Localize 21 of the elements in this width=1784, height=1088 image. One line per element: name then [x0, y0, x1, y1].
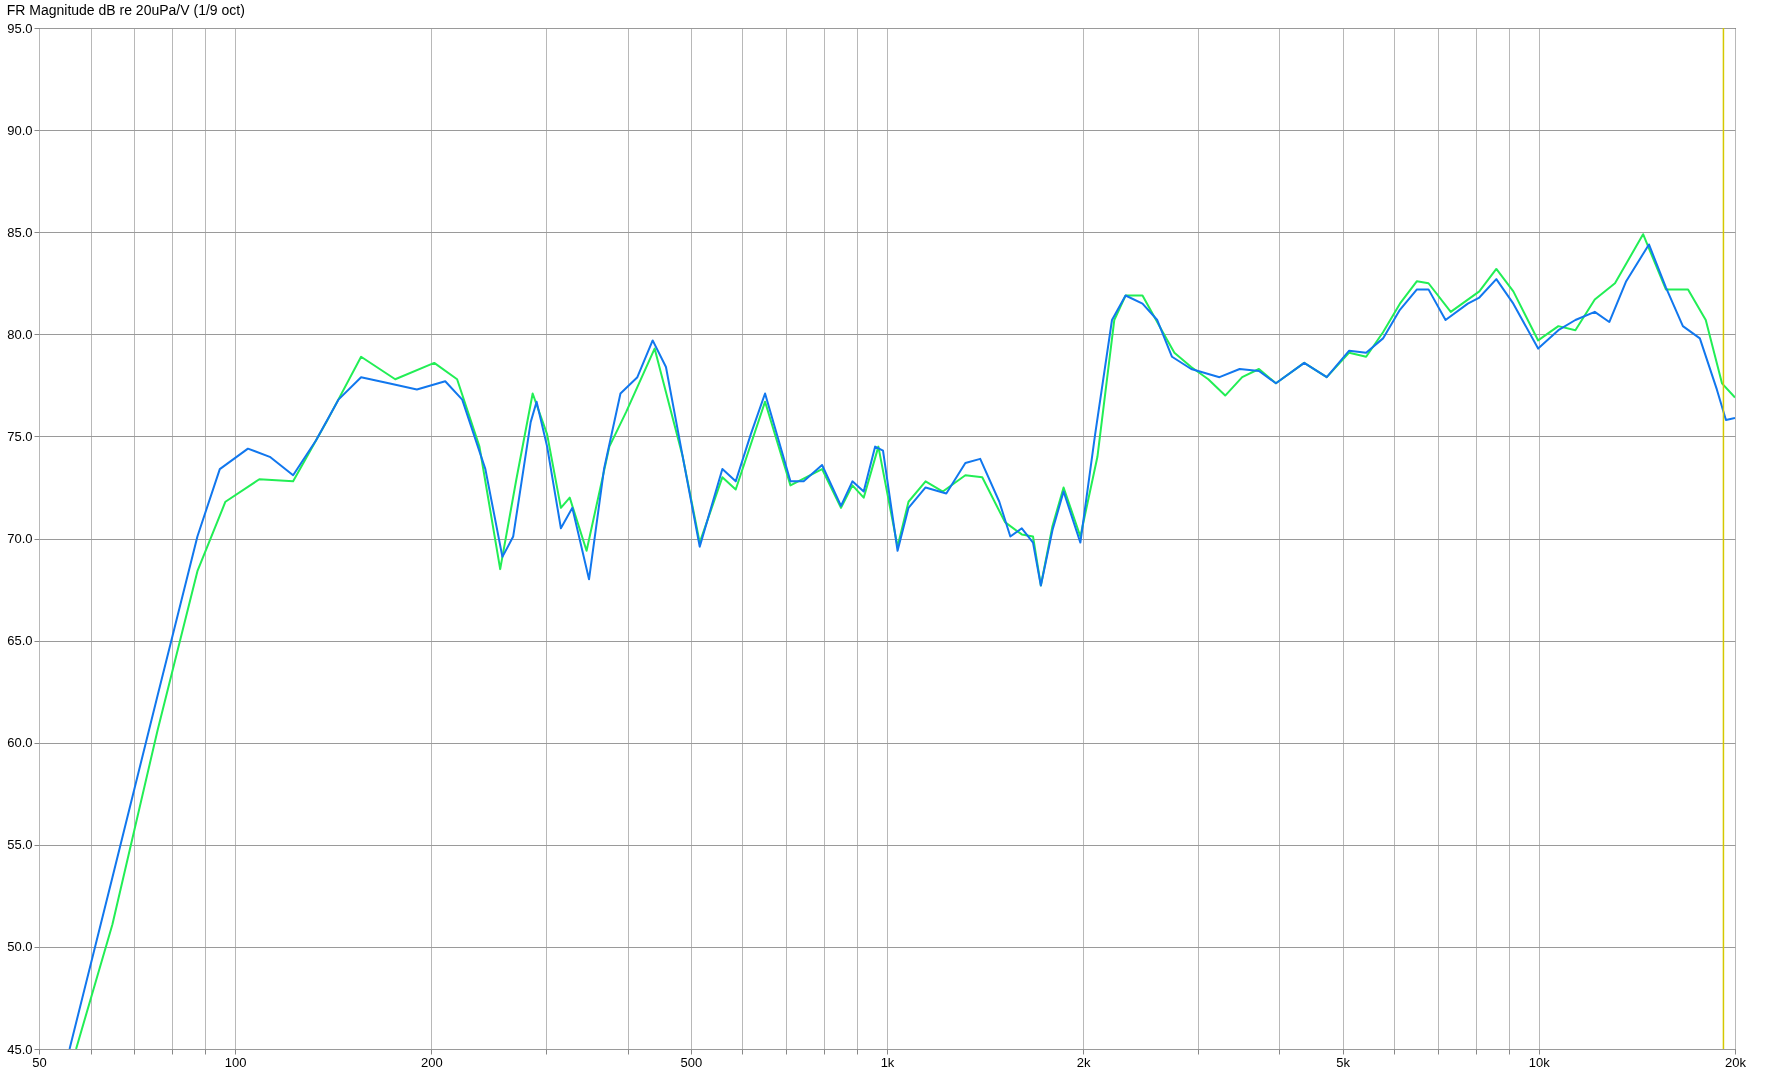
x-tick-label: 5k	[1336, 1054, 1351, 1070]
y-tick-label: 55.0	[7, 837, 33, 853]
y-tick-label: 95.0	[7, 20, 33, 36]
y-tick-label: 85.0	[7, 224, 33, 240]
x-tick-label: 10k	[1528, 1054, 1551, 1070]
y-tick-label: 80.0	[7, 326, 33, 342]
x-tick-label: 50	[32, 1054, 47, 1070]
x-tick-label: 100	[224, 1054, 247, 1070]
x-tick-label: 20k	[1725, 1054, 1747, 1070]
y-tick-label: 50.0	[7, 939, 33, 955]
y-tick-label: 65.0	[7, 633, 33, 649]
x-tick-label: 2k	[1076, 1054, 1092, 1070]
y-tick-label: 75.0	[7, 428, 33, 444]
y-tick-label: 60.0	[7, 735, 33, 751]
x-tick-label: 200	[421, 1054, 443, 1070]
y-tick-label: 45.0	[7, 1041, 33, 1057]
y-tick-label: 70.0	[7, 531, 33, 546]
y-tick-label: 90.0	[7, 122, 33, 138]
x-tick-label: 1k	[880, 1054, 895, 1070]
chart-title: FR Magnitude dB re 20uPa/V (1/9 oct)	[6, 2, 245, 18]
x-tick-label: 500	[680, 1054, 703, 1070]
